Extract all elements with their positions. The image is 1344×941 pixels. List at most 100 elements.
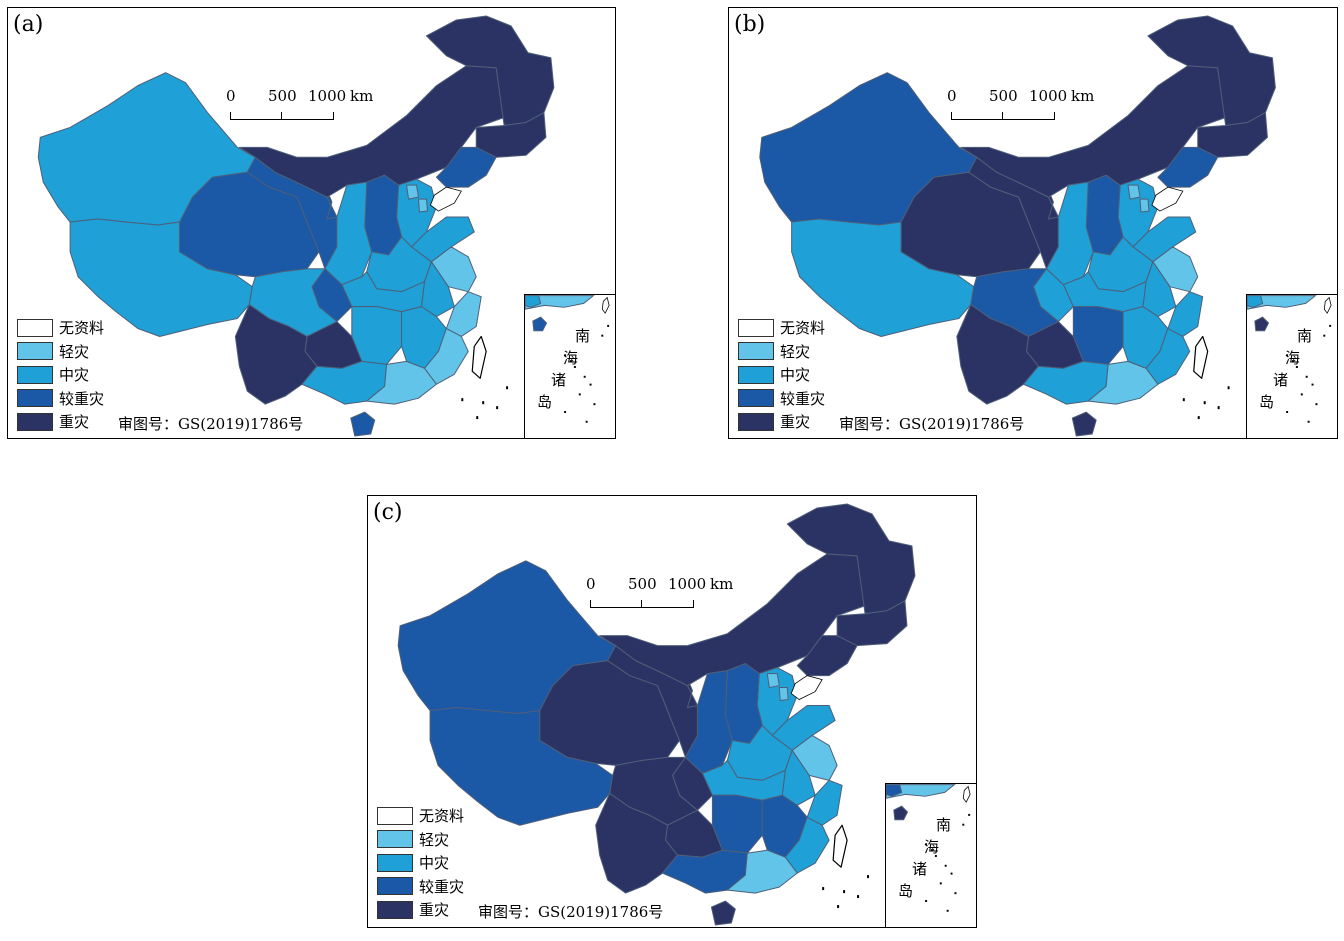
bohai-sea — [429, 186, 462, 212]
scale-bar: 0 500 1000 km — [586, 575, 740, 614]
legend-swatch — [17, 412, 53, 431]
inset-label-nan: 南 — [575, 327, 591, 345]
island-speck — [867, 875, 870, 879]
legend: 无资料 轻灾 中灾 较重灾 重灾 — [738, 316, 825, 434]
legend-item-severe: 重灾 — [377, 898, 464, 922]
inset-label-zhu: 诸 — [551, 371, 567, 389]
inset-island-dot — [1305, 375, 1308, 378]
inset-island-dot — [1300, 393, 1303, 396]
legend-item-moderate: 中灾 — [377, 851, 464, 875]
legend: 无资料 轻灾 中灾 较重灾 重灾 — [377, 804, 464, 922]
inset-island-dot — [1286, 354, 1289, 357]
inset-island-dot — [944, 864, 947, 867]
inset-label-zhu: 诸 — [1273, 371, 1289, 389]
legend-label: 中灾 — [59, 366, 90, 385]
province-fujian — [423, 328, 469, 385]
inset-island-dot — [1286, 411, 1289, 413]
legend-label: 重灾 — [419, 901, 450, 920]
legend-swatch — [377, 853, 413, 872]
legend-label: 轻灾 — [419, 830, 450, 849]
legend-item-light: 轻灾 — [17, 340, 104, 364]
province-shanxi — [724, 663, 763, 744]
scale-tick-1000: 1000 — [668, 575, 707, 593]
province-xizang — [429, 707, 614, 826]
scale-bar: 0 500 1000 km — [226, 87, 380, 126]
inset-map — [886, 784, 971, 912]
scale-bar-line — [230, 112, 334, 120]
legend-item-light: 轻灾 — [738, 340, 825, 364]
legend-swatch — [17, 389, 53, 408]
island-speck — [476, 416, 479, 420]
province-guangdong — [1087, 360, 1159, 405]
legend: 无资料 轻灾 中灾 较重灾 重灾 — [17, 316, 104, 434]
island-speck — [482, 401, 485, 405]
province-heilongjiang — [786, 503, 916, 615]
china-map — [37, 15, 555, 437]
inset-island-dot — [968, 813, 971, 816]
inset-island-dot — [1292, 360, 1294, 363]
inset-island-dot — [578, 393, 581, 396]
scale-bar-mid-tick — [1002, 112, 1003, 120]
island-speck — [857, 895, 860, 899]
legend-label: 轻灾 — [780, 342, 811, 361]
province-hainan — [710, 900, 736, 926]
province-heilongjiang — [425, 15, 555, 126]
inset-coast-guangdong — [1247, 295, 1317, 310]
inset-coast-guangxi — [886, 784, 903, 797]
panel-label: (b) — [734, 12, 766, 37]
province-hainan — [1071, 411, 1097, 437]
province-shaanxi — [1045, 181, 1094, 286]
island-speck — [837, 905, 840, 909]
province-tianjin — [1139, 198, 1150, 213]
legend-label: 较重灾 — [419, 877, 465, 896]
legend-swatch — [738, 318, 774, 337]
legend-swatch — [377, 830, 413, 849]
inset-island-dot — [925, 843, 928, 846]
scale-tick-500: 500 — [268, 87, 297, 105]
legend-swatch — [17, 318, 53, 337]
legend-item-severe: 重灾 — [17, 410, 104, 434]
legend-swatch — [738, 389, 774, 408]
legend-label: 重灾 — [780, 413, 811, 432]
inset-label-nan: 南 — [1297, 327, 1313, 345]
legend-label: 无资料 — [419, 807, 465, 826]
inset-island-dot — [954, 892, 957, 895]
island-speck — [496, 406, 499, 410]
island-speck — [461, 398, 464, 402]
inset-island-dot — [950, 872, 953, 875]
province-liaoning — [796, 635, 858, 677]
legend-label: 无资料 — [780, 319, 826, 338]
south-china-sea-inset: 南 海 诸 岛 — [1246, 294, 1337, 438]
province-liaoning — [1157, 146, 1219, 188]
scale-unit: km — [710, 575, 734, 593]
island-speck — [822, 887, 825, 891]
province-jilin — [1197, 112, 1268, 158]
province-xizang — [791, 218, 975, 337]
scale-bar-mid-tick — [281, 112, 282, 120]
legend-item-no-data: 无资料 — [377, 804, 464, 828]
inset-island-dot — [1295, 366, 1298, 368]
inset-island-dot — [585, 420, 588, 423]
inset-island-dot — [564, 354, 567, 357]
map-panel-b: (b) 0 500 1000 km 无资料 轻灾 中灾 较重灾 重灾 审图号：G… — [728, 7, 1338, 439]
province-tianjin — [778, 687, 789, 702]
legend-item-severe: 重灾 — [738, 410, 825, 434]
legend-swatch — [738, 412, 774, 431]
legend-item-moderate: 中灾 — [738, 363, 825, 387]
province-guangdong — [726, 849, 798, 894]
legend-label: 中灾 — [419, 854, 450, 873]
legend-item-heavy: 较重灾 — [377, 875, 464, 899]
legend-item-no-data: 无资料 — [17, 316, 104, 340]
scale-bar-mid-tick — [641, 600, 642, 608]
province-guangdong — [366, 360, 437, 405]
province-jilin — [836, 600, 908, 647]
province-beijing — [1127, 184, 1141, 200]
scale-tick-0: 0 — [947, 87, 957, 105]
scale-tick-0: 0 — [586, 575, 596, 593]
inset-coast-guangdong — [886, 784, 956, 799]
china-map — [397, 503, 916, 926]
legend-item-light: 轻灾 — [377, 828, 464, 852]
legend-label: 较重灾 — [780, 389, 826, 408]
legend-label: 轻灾 — [59, 342, 90, 361]
legend-swatch — [17, 342, 53, 361]
